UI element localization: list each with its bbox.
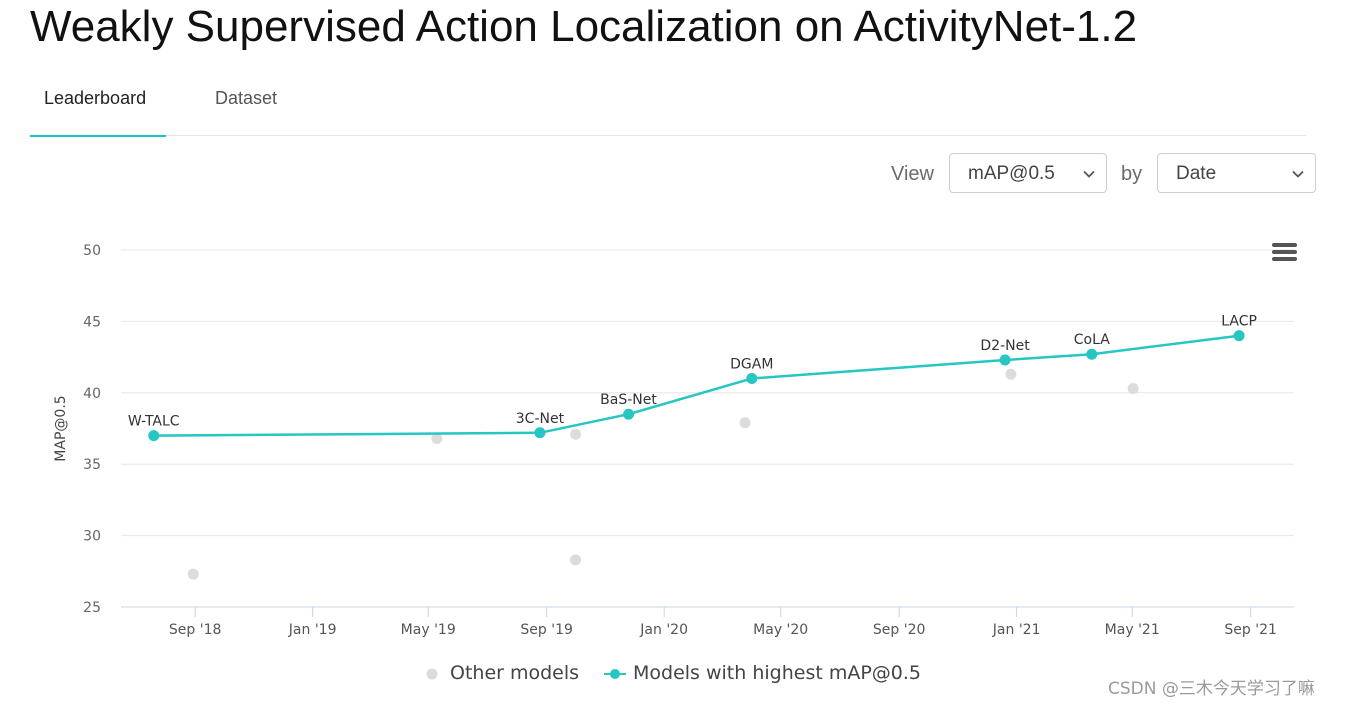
x-tick-label: May '19 <box>401 622 456 638</box>
best-model-point <box>623 408 635 420</box>
best-model-point <box>1233 330 1245 342</box>
tab-dataset[interactable]: Dataset <box>215 88 278 108</box>
metric-select-value: mAP@0.5 <box>968 163 1055 184</box>
legend-best-label: Models with highest mAP@0.5 <box>633 662 922 684</box>
sort-select-value: Date <box>1176 163 1217 184</box>
y-tick-label: 45 <box>83 314 101 330</box>
x-tick-label: May '20 <box>753 622 808 638</box>
best-model-point <box>148 430 160 442</box>
best-model-point <box>534 427 546 439</box>
y-axis-title: MAP@0.5 <box>53 395 69 461</box>
data-label: LACP <box>1221 314 1257 330</box>
y-tick-label: 50 <box>83 243 101 259</box>
y-tick-label: 30 <box>83 529 101 545</box>
other-model-point <box>187 568 199 580</box>
x-tick-label: Sep '21 <box>1224 622 1277 638</box>
other-model-point <box>1127 383 1139 395</box>
best-model-point <box>746 373 758 385</box>
x-tick-label: Jan '20 <box>639 622 688 638</box>
y-tick-label: 35 <box>83 457 101 473</box>
by-label: by <box>1121 163 1143 185</box>
metric-select[interactable]: mAP@0.5 <box>949 153 1107 193</box>
active-tab-indicator <box>30 135 166 137</box>
chevron-down-icon <box>1292 170 1304 178</box>
x-tick-label: Sep '19 <box>520 622 573 638</box>
x-tick-label: Jan '19 <box>288 622 337 638</box>
other-model-point <box>570 428 582 440</box>
other-model-point <box>739 417 751 429</box>
best-model-point <box>1086 348 1098 360</box>
other-model-point <box>431 432 443 444</box>
legend-best-marker <box>604 669 626 679</box>
data-label: D2-Net <box>980 338 1030 354</box>
tab-leaderboard[interactable]: Leaderboard <box>44 88 147 108</box>
y-tick-label: 40 <box>83 386 101 402</box>
other-model-point <box>570 554 582 566</box>
tab-bar: Leaderboard Dataset <box>30 72 1306 137</box>
data-label: W-TALC <box>128 414 180 430</box>
chart-menu-icon[interactable] <box>1272 243 1298 263</box>
legend-other-marker <box>426 668 438 680</box>
legend-other-label: Other models <box>450 662 580 684</box>
page-title: Weakly Supervised Action Localization on… <box>30 2 1138 51</box>
x-tick-label: Jan '21 <box>992 622 1041 638</box>
best-models-line <box>153 334 1240 437</box>
watermark: CSDN @三木今天学习了嘛 <box>1108 679 1315 699</box>
data-label: CoLA <box>1074 332 1110 348</box>
sort-select[interactable]: Date <box>1157 153 1316 193</box>
y-tick-label: 25 <box>83 600 101 616</box>
x-tick-label: May '21 <box>1105 622 1160 638</box>
view-label: View <box>891 163 934 185</box>
best-model-point <box>999 354 1011 366</box>
data-label: BaS-Net <box>600 392 657 408</box>
chevron-down-icon <box>1083 170 1095 178</box>
data-label: DGAM <box>730 357 773 373</box>
x-tick-label: Sep '18 <box>169 622 222 638</box>
data-label: 3C-Net <box>516 411 565 427</box>
x-tick-label: Sep '20 <box>873 622 926 638</box>
other-model-point <box>1005 368 1017 380</box>
